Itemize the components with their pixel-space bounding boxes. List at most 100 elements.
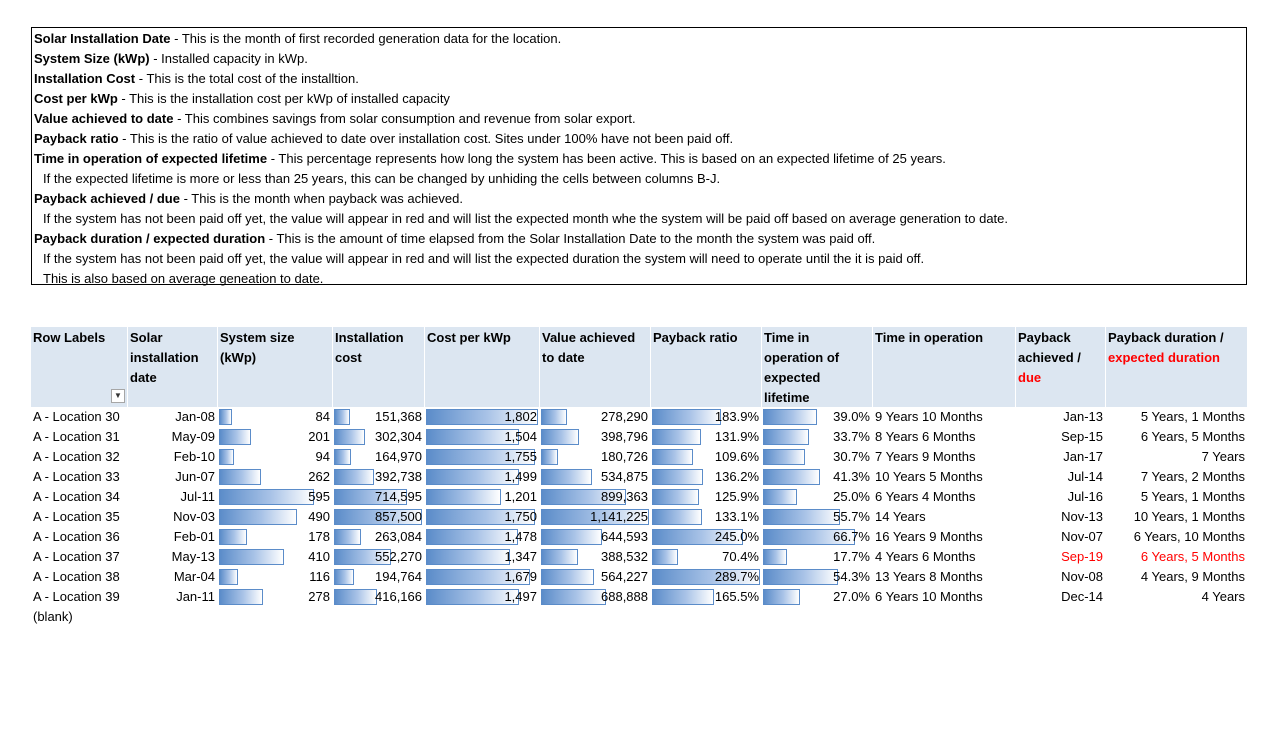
header-time-op-line1: Time in operation [875,330,984,345]
payback-ratio-data-bar [652,569,760,585]
time-in-operation-pct-data-bar [763,529,855,545]
time-in-operation: 10 Years 5 Months [875,469,983,484]
note-line: System Size (kWp) - Installed capacity i… [34,49,1246,69]
table-row[interactable]: A - Location 39 Jan-11 278 416,166 1,497 688,… [31,587,1247,607]
system-size-data-bar [219,589,264,605]
payback-duration: 4 Years [1201,589,1245,604]
table-row[interactable]: A - Location 32 Feb-10 94 164,970 1,755 180,7… [31,447,1247,467]
note-description: If the expected lifetime is more or less… [43,171,721,186]
system-size-value: 410 [308,549,330,564]
cost-per-kwp-data-bar [426,469,520,485]
note-term: Installation Cost [34,71,136,86]
value-achieved-value: 388,532 [601,549,648,564]
installation-cost-data-bar [334,429,366,445]
cost-per-kwp-data-bar [426,409,538,425]
payback-ratio-cell: 125.9% [651,487,761,507]
installation-cost-value: 164,970 [375,449,422,464]
time-in-operation-pct-value: 41.3% [833,469,870,484]
installation-date: Jan-08 [175,409,215,424]
note-description: - This is the amount of time elapsed fro… [265,231,876,246]
time-in-operation-pct-data-bar [763,489,798,505]
payback-ratio-cell: 133.1% [651,507,761,527]
value-achieved-value: 688,888 [601,589,648,604]
header-time-op: Time in operation [873,327,1015,407]
row-label: A - Location 34 [33,489,120,504]
payback-duration: 5 Years, 1 Months [1140,409,1245,424]
cost-per-kwp-value: 1,499 [504,469,537,484]
time-in-operation-pct-data-bar [763,509,840,525]
table-row[interactable]: A - Location 35 Nov-03 490 857,500 1,750 1,14… [31,507,1247,527]
time-in-operation-pct-cell: 30.7% [762,447,872,467]
time-in-operation-pct-value: 66.7% [833,529,870,544]
time-in-operation-pct-cell: 54.3% [762,567,872,587]
header-value-achieved: Value achieved to date [540,327,650,407]
cost-per-kwp-data-bar [426,489,501,505]
header-system-size-line1: System size [220,330,295,345]
payback-duration: 4 Years, 9 Months [1140,569,1245,584]
time-in-operation-pct-value: 39.0% [833,409,870,424]
header-time-pct: Time in operation of expected lifetime [762,327,872,407]
system-size-cell: 178 [218,527,332,547]
note-term: Value achieved to date [34,111,174,126]
payback-ratio-cell: 131.9% [651,427,761,447]
header-payback-achieved: Payback achieved / due [1016,327,1105,407]
time-in-operation: 4 Years 6 Months [875,549,976,564]
system-size-data-bar [219,569,238,585]
row-label: A - Location 33 [33,469,120,484]
table-row[interactable]: A - Location 34 Jul-11 595 714,595 1,201 899,… [31,487,1247,507]
note-term: System Size (kWp) [34,51,150,66]
payback-duration: 10 Years, 1 Months [1133,509,1245,524]
table-row[interactable]: A - Location 30 Jan-08 84 151,368 1,802 278,2… [31,407,1247,427]
header-row-labels: Row Labels ▼ [31,327,127,407]
value-achieved-data-bar [541,569,595,585]
system-size-data-bar [219,489,314,505]
payback-achieved: Nov-08 [1061,569,1103,584]
table-row[interactable]: A - Location 38 Mar-04 116 194,764 1,679 564,… [31,567,1247,587]
system-size-data-bar [219,549,285,565]
installation-date: Mar-04 [173,569,215,584]
system-size-cell: 595 [218,487,332,507]
blank-row-label[interactable]: (blank) [33,609,73,624]
cost-per-kwp-value: 1,679 [504,569,537,584]
cost-per-kwp-value: 1,755 [504,449,537,464]
time-in-operation: 6 Years 4 Months [875,489,976,504]
header-install-cost-line2: cost [335,350,362,365]
system-size-data-bar [219,429,252,445]
payback-duration: 6 Years, 10 Months [1133,529,1245,544]
note-line: Cost per kWp - This is the installation … [34,89,1246,109]
time-in-operation-pct-data-bar [763,469,820,485]
note-line: Payback duration / expected duration - T… [34,229,1246,249]
installation-cost-cell: 194,764 [333,567,424,587]
system-size-data-bar [219,509,298,525]
header-payback-achieved-line1: Payback [1018,330,1071,345]
note-description: This is also based on average geneation … [43,271,324,286]
note-description: - This percentage represents how long th… [267,151,946,166]
installation-cost-data-bar [334,569,354,585]
header-solar-date-line1: Solar [130,330,163,345]
value-achieved-cell: 534,875 [540,467,650,487]
cost-per-kwp-data-bar [426,549,510,565]
note-description: If the system has not been paid off yet,… [43,251,925,266]
value-achieved-data-bar [541,529,602,545]
cost-per-kwp-cell: 1,750 [425,507,539,527]
table-row[interactable]: A - Location 36 Feb-01 178 263,084 1,478 644,… [31,527,1247,547]
system-size-cell: 116 [218,567,332,587]
table-row[interactable]: A - Location 31 May-09 201 302,304 1,504 398,… [31,427,1247,447]
cost-per-kwp-value: 1,201 [504,489,537,504]
header-payback-ratio: Payback ratio [651,327,761,407]
cost-per-kwp-data-bar [426,509,535,525]
payback-ratio-data-bar [652,489,699,505]
note-term: Solar Installation Date [34,31,171,46]
table-row[interactable]: A - Location 33 Jun-07 262 392,738 1,499 534,… [31,467,1247,487]
installation-cost-cell: 151,368 [333,407,424,427]
cost-per-kwp-value: 1,347 [504,549,537,564]
cost-per-kwp-value: 1,504 [504,429,537,444]
header-value-achieved-line2: to date [542,350,585,365]
value-achieved-cell: 688,888 [540,587,650,607]
value-achieved-cell: 278,290 [540,407,650,427]
system-size-cell: 262 [218,467,332,487]
table-row[interactable]: A - Location 37 May-13 410 552,270 1,347 388,… [31,547,1247,567]
payback-achieved: Dec-14 [1061,589,1103,604]
row-labels-filter-dropdown-icon[interactable]: ▼ [111,389,125,403]
payback-ratio-value: 133.1% [714,509,759,524]
